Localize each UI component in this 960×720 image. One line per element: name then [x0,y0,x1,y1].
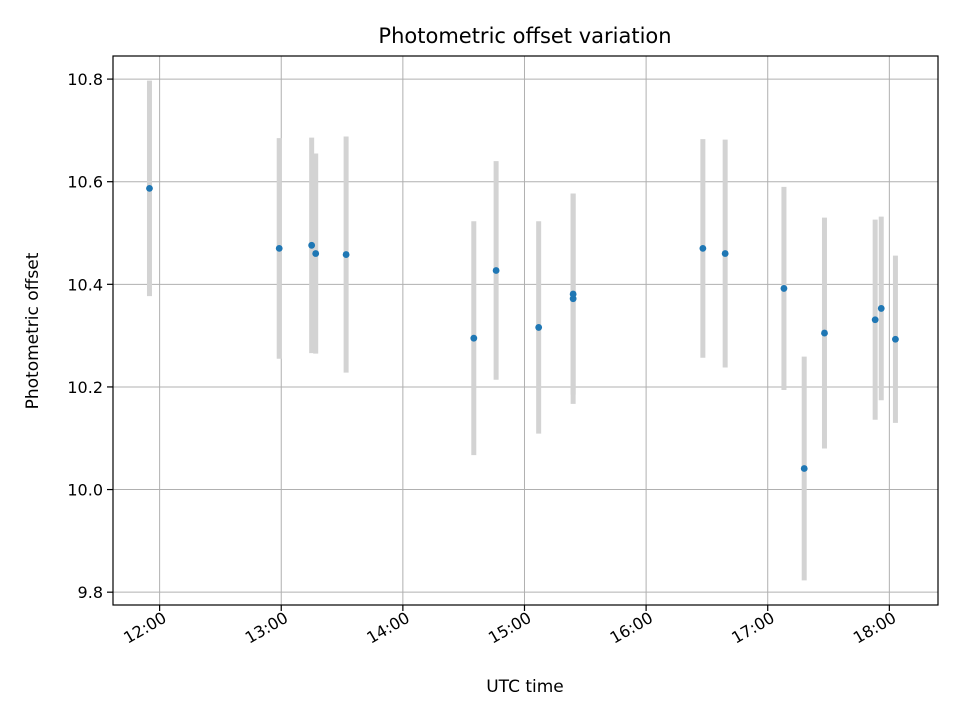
data-point [342,251,350,258]
chart-title: Photometric offset variation [378,24,671,48]
data-point [308,241,316,249]
data-point [877,305,885,312]
data-point [892,335,899,343]
data-point [800,465,808,472]
y-axis-title: Photometric offset [23,252,43,409]
data-point [569,290,577,298]
y-tick-label: 9.8 [78,583,103,602]
data-point [721,250,729,257]
data-point [821,329,828,337]
y-tick-label: 10.0 [67,481,103,500]
data-point [535,324,543,331]
grid-lines [113,56,938,605]
y-tick-label: 10.6 [67,173,103,192]
y-tick-label: 10.2 [67,378,103,397]
data-point [699,245,707,252]
data-point [312,250,320,257]
y-tick-label: 10.8 [67,70,103,89]
data-point [492,267,500,274]
data-points [146,184,899,472]
data-point [275,245,283,252]
data-point [470,334,478,342]
data-point [871,316,879,324]
data-point [146,184,153,192]
y-axis-ticks: 9.8 10.0 10.2 10.4 10.6 10.8 [67,70,113,602]
plot-frame [112,55,939,606]
data-point [780,285,788,292]
y-tick-label: 10.4 [67,275,103,294]
x-axis-title: UTC time [486,677,564,697]
